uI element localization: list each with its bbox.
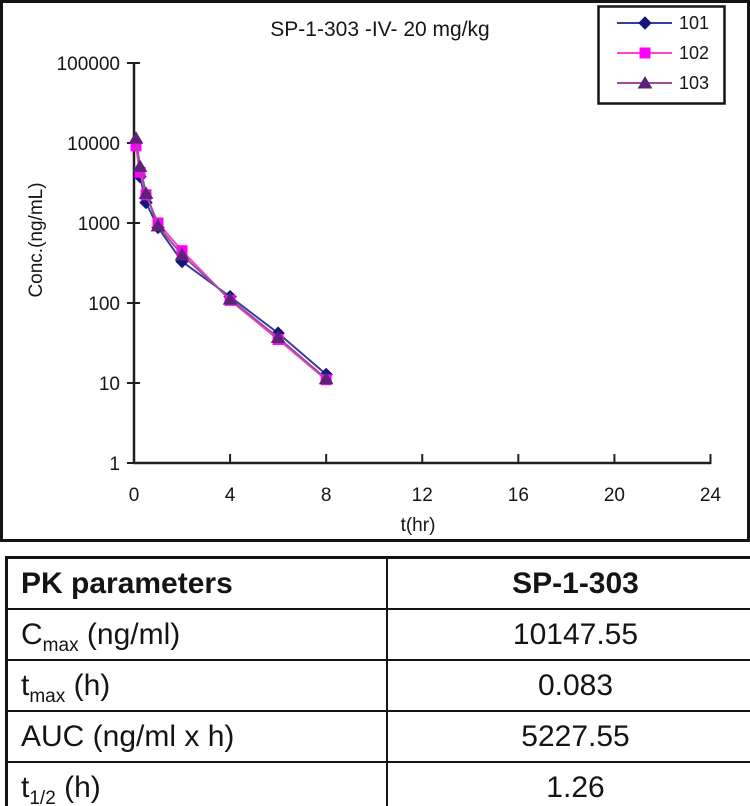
y-axis-title: Conc.(ng/mL) — [26, 182, 47, 297]
value-cell: 5227.55 — [386, 710, 750, 763]
svg-text:4: 4 — [225, 485, 236, 506]
legend-label-101: 101 — [679, 13, 709, 33]
table-row-tmax: tmax (h) 0.083 — [5, 659, 750, 712]
concentration-time-chart: SP-1-303 -IV- 20 mg/kg Conc.(ng/mL) t(hr… — [0, 0, 750, 542]
value-cell: 0.083 — [386, 659, 750, 712]
svg-text:1: 1 — [109, 454, 120, 475]
svg-text:10000: 10000 — [67, 134, 120, 155]
table-header-row: PK parameters SP-1-303 — [5, 556, 750, 610]
svg-text:1000: 1000 — [78, 214, 120, 235]
legend-marker-samples — [617, 16, 672, 89]
pk-parameters-table: PK parameters SP-1-303 Cmax (ng/ml) 1014… — [5, 556, 750, 806]
chart-canvas: SP-1-303 -IV- 20 mg/kg Conc.(ng/mL) t(hr… — [0, 0, 750, 542]
table-row-cmax: Cmax (ng/ml) 10147.55 — [5, 608, 750, 661]
svg-text:8: 8 — [321, 485, 332, 506]
plot-series — [128, 131, 334, 386]
svg-text:0: 0 — [129, 485, 140, 506]
parameter-cell: tmax (h) — [5, 659, 388, 712]
value-cell: 1.26 — [386, 761, 750, 806]
legend-label-102: 102 — [679, 43, 709, 63]
svg-text:24: 24 — [700, 485, 722, 506]
legend-label-103: 103 — [679, 73, 709, 93]
svg-text:16: 16 — [508, 485, 529, 506]
svg-text:10: 10 — [99, 374, 120, 395]
y-axis-ticks: 1 10 100 1000 10000 100000 — [57, 54, 140, 475]
x-axis-ticks: 0 4 8 12 16 20 24 — [129, 454, 722, 506]
legend: 101 102 103 — [597, 5, 726, 105]
value-cell: 10147.55 — [386, 608, 750, 661]
table-row-auc: AUC (ng/ml x h) 5227.55 — [5, 710, 750, 763]
parameter-cell: AUC (ng/ml x h) — [5, 710, 388, 763]
svg-text:12: 12 — [412, 485, 433, 506]
parameter-cell: Cmax (ng/ml) — [5, 608, 388, 661]
svg-text:100000: 100000 — [57, 54, 120, 75]
chart-title: SP-1-303 -IV- 20 mg/kg — [270, 18, 489, 41]
table-row-thalf: t1/2 (h) 1.26 — [5, 761, 750, 806]
header-compound: SP-1-303 — [386, 556, 750, 610]
svg-text:100: 100 — [88, 294, 120, 315]
svg-text:20: 20 — [604, 485, 625, 506]
header-pk-parameters: PK parameters — [5, 556, 388, 610]
parameter-cell: t1/2 (h) — [5, 761, 388, 806]
x-axis-title: t(hr) — [401, 515, 436, 536]
